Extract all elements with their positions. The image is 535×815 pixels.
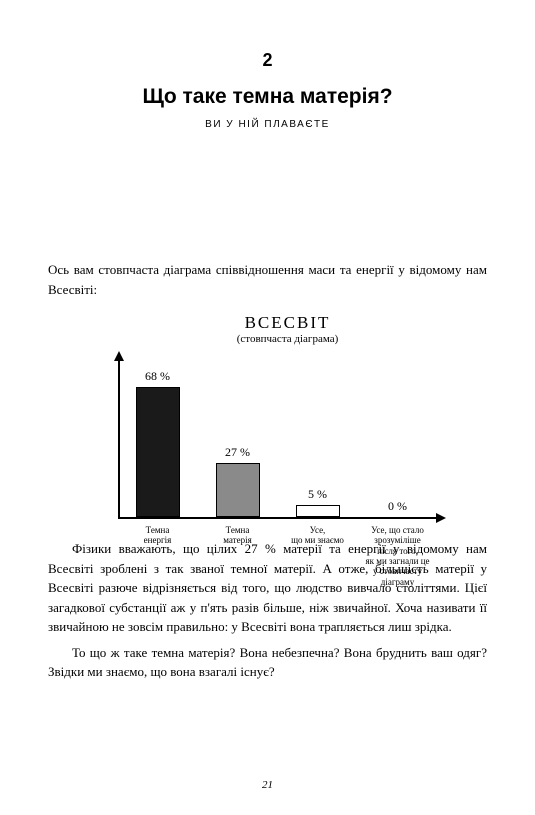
bar-slot-3: 0 % [358,499,438,517]
chart-subtitle: (стовпчаста діаграма) [128,333,448,345]
bar-slot-0: 68 % [118,369,198,517]
bar-value-label: 5 % [308,487,327,502]
x-axis-label: Темнаенергія [118,525,198,587]
bar-slot-2: 5 % [278,487,358,517]
x-axis-label: Усе, що сталозрозумілішепісля того,як ми… [358,525,438,587]
chapter-number: 2 [48,50,487,71]
bars-container: 68 % 27 % 5 % 0 % [118,369,438,517]
y-axis-arrow [114,351,124,361]
bar [216,463,260,517]
bar-value-label: 27 % [225,445,250,460]
body-paragraph-2: То що ж таке темна матерія? Вона небезпе… [48,643,487,682]
x-axis-label: Усе,що ми знаємо [278,525,358,587]
intro-paragraph: Ось вам стовпчаста діаграма співвідношен… [48,260,487,299]
chapter-subtitle: ВИ У НІЙ ПЛАВАЄТЕ [48,119,487,130]
bar-value-label: 0 % [388,499,407,514]
x-labels: ТемнаенергіяТемнаматеріяУсе,що ми знаємо… [118,525,438,587]
chart-title: ВСЕСВІТ [245,313,331,332]
bar-value-label: 68 % [145,369,170,384]
x-axis-label: Темнаматерія [198,525,278,587]
page-number: 21 [0,779,535,791]
chart-area: 68 % 27 % 5 % 0 % [118,349,448,519]
chapter-title: Що таке темна матерія? [48,85,487,109]
bar-chart: ВСЕСВІТ (стовпчаста діаграма) 68 % 27 % 5 … [88,313,448,519]
x-axis [118,517,438,519]
bar [136,387,180,517]
bar-slot-1: 27 % [198,445,278,517]
bar [296,505,340,517]
